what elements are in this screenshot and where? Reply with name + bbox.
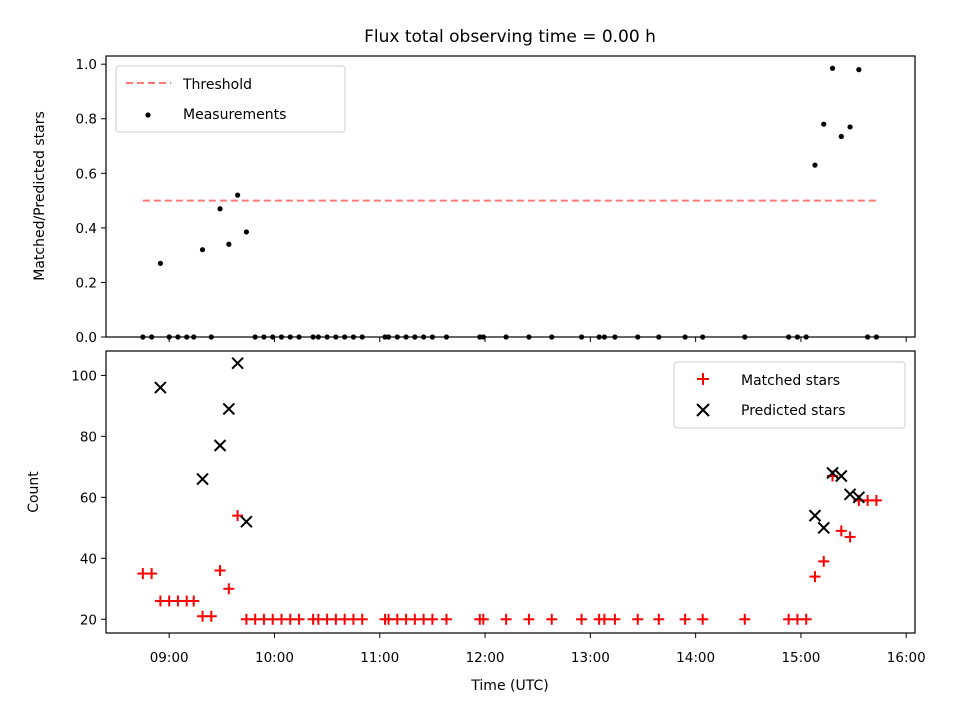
top-legend: Threshold Measurements xyxy=(115,65,346,133)
matched-point-36 xyxy=(500,613,512,625)
predicted-point-7 xyxy=(817,521,830,535)
predicted-point-8 xyxy=(826,466,839,480)
measurement-point-52 xyxy=(821,121,827,127)
matched-point-6 xyxy=(188,595,200,607)
predicted-point-5 xyxy=(240,515,253,528)
top-y-tick-label-3: 0.6 xyxy=(76,166,97,182)
chart-title: Flux total observing time = 0.00 h xyxy=(364,27,656,47)
predicted-point-4 xyxy=(231,356,244,370)
bottom-legend: Matched stars Predicted stars xyxy=(673,361,906,429)
matched-point-51 xyxy=(809,571,821,583)
matched-point-41 xyxy=(598,613,610,625)
matched-point-45 xyxy=(679,613,691,625)
matched-point-32 xyxy=(426,613,438,625)
matched-point-52 xyxy=(818,555,830,567)
predicted-point-9 xyxy=(835,469,848,483)
measurement-point-55 xyxy=(847,124,853,130)
top-y-tick-label-4: 0.8 xyxy=(76,112,97,128)
matched-legend-label: Matched stars xyxy=(741,373,840,389)
predicted-point-0 xyxy=(154,381,167,394)
predicted-point-2 xyxy=(213,439,227,452)
top-y-axis: 0.0 0.2 0.4 0.6 0.8 1.0 xyxy=(76,57,106,346)
x-tick-label-2: 11:00 xyxy=(360,650,399,666)
measurements-legend-swatch xyxy=(145,112,151,118)
matched-point-33 xyxy=(440,613,452,625)
bottom-y-axis: 20 40 60 80 100 xyxy=(71,368,106,628)
bottom-x-axis: 09:00 10:00 11:00 12:00 13:00 14:00 15:00 16:00 xyxy=(150,633,926,666)
matched-point-42 xyxy=(609,613,621,625)
matched-point-9 xyxy=(214,565,226,577)
matched-point-44 xyxy=(653,613,665,625)
predicted-point-6 xyxy=(808,509,822,522)
matched-point-18 xyxy=(293,613,305,625)
matched-point-58 xyxy=(870,494,882,506)
matched-point-46 xyxy=(697,613,709,625)
matched-legend-swatch xyxy=(697,373,709,385)
bottom-panel: 20 40 60 80 100 09:00 10:00 11:00 12:00 13:00 14:… xyxy=(26,350,926,694)
top-axes-frame xyxy=(105,55,916,338)
x-tick-label-0: 09:00 xyxy=(150,650,189,666)
x-tick-label-5: 14:00 xyxy=(676,650,715,666)
x-axis-label: Time (UTC) xyxy=(470,678,548,694)
matched-point-8 xyxy=(205,610,217,622)
top-x-ticks xyxy=(168,337,907,342)
matched-point-55 xyxy=(844,531,856,543)
measurement-point-9 xyxy=(217,206,223,212)
matched-point-25 xyxy=(356,613,368,625)
matched-point-43 xyxy=(632,613,644,625)
top-y-tick-label-5: 1.0 xyxy=(76,57,97,73)
matched-point-35 xyxy=(477,613,489,625)
measurement-point-53 xyxy=(829,65,836,71)
predicted-point-11 xyxy=(852,491,866,504)
x-tick-label-1: 10:00 xyxy=(255,650,294,666)
measurement-point-56 xyxy=(856,67,862,73)
measurement-point-12 xyxy=(243,229,249,235)
measurement-point-54 xyxy=(838,133,844,140)
top-y-tick-label-2: 0.4 xyxy=(76,221,97,237)
x-tick-label-7: 16:00 xyxy=(887,650,926,666)
top-y-tick-label-0: 0.0 xyxy=(76,330,97,346)
matched-point-54 xyxy=(835,525,847,537)
matched-point-47 xyxy=(739,613,751,625)
bottom-y-tick-label-1: 40 xyxy=(80,551,97,567)
x-tick-label-6: 15:00 xyxy=(781,650,820,666)
matched-point-39 xyxy=(576,613,588,625)
bottom-axes-frame xyxy=(105,350,916,634)
top-y-axis-label: Matched/Predicted stars xyxy=(32,111,48,281)
bottom-plot-marks xyxy=(137,356,882,625)
matched-point-11 xyxy=(232,510,244,522)
bottom-y-tick-label-3: 80 xyxy=(80,429,97,445)
measurement-point-2 xyxy=(157,260,164,266)
matched-point-10 xyxy=(223,583,235,595)
predicted-point-10 xyxy=(843,488,857,501)
bottom-y-tick-label-2: 60 xyxy=(80,490,97,506)
predicted-point-3 xyxy=(222,402,236,416)
x-tick-label-4: 13:00 xyxy=(571,650,610,666)
measurement-point-11 xyxy=(235,192,241,198)
bottom-y-axis-label: Count xyxy=(26,471,42,513)
matched-point-37 xyxy=(523,613,535,625)
matched-point-50 xyxy=(800,613,812,625)
threshold-legend-label: Threshold xyxy=(182,77,252,93)
top-legend-frame xyxy=(115,65,346,133)
measurement-point-7 xyxy=(199,247,206,253)
predicted-legend-label: Predicted stars xyxy=(741,403,846,419)
top-y-tick-label-1: 0.2 xyxy=(76,275,97,291)
x-tick-label-3: 12:00 xyxy=(466,650,505,666)
measurement-point-51 xyxy=(812,162,818,168)
predicted-legend-swatch xyxy=(696,403,710,417)
measurements-legend-label: Measurements xyxy=(183,107,286,123)
top-panel: 0.0 0.2 0.4 0.6 0.8 1.0 Matched/Predicted sta… xyxy=(32,55,916,346)
predicted-point-1 xyxy=(196,472,209,486)
matched-point-1 xyxy=(146,568,158,580)
matched-point-38 xyxy=(546,613,558,625)
bottom-y-tick-label-4: 100 xyxy=(71,368,97,384)
bottom-legend-frame xyxy=(673,361,906,429)
measurement-point-10 xyxy=(226,241,232,247)
bottom-y-tick-label-0: 20 xyxy=(80,612,97,628)
